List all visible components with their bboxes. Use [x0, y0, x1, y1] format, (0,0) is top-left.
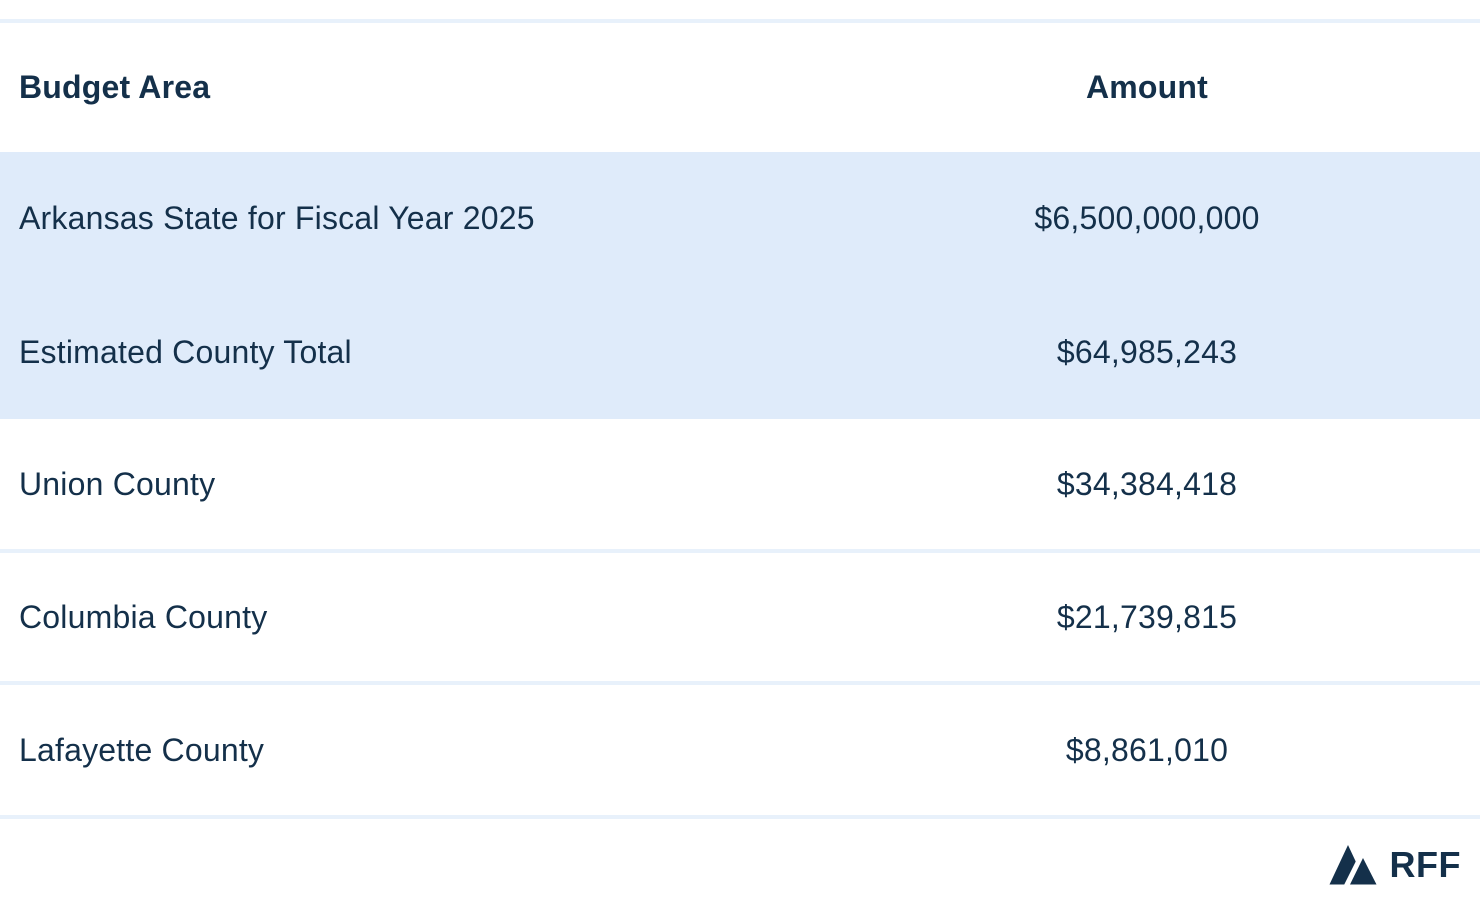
budget-area-cell: Estimated County Total: [19, 333, 352, 370]
table-row: Lafayette County $8,861,010: [0, 681, 1480, 815]
amount-cell: $8,861,010: [1065, 731, 1229, 768]
column-header-budget-area: Budget Area: [19, 69, 211, 105]
footer: RFF: [0, 815, 1480, 910]
column-header-amount: Amount: [1085, 69, 1209, 105]
amount-cell: $34,384,418: [1056, 465, 1238, 502]
table-row: Arkansas State for Fiscal Year 2025 $6,5…: [0, 152, 1480, 285]
budget-area-cell: Arkansas State for Fiscal Year 2025: [19, 200, 535, 236]
budget-area-cell: Union County: [19, 465, 216, 502]
table-row: Estimated County Total $64,985,243: [0, 285, 1480, 419]
table-header-row: Budget Area Amount: [0, 19, 1480, 152]
budget-area-cell: Lafayette County: [19, 731, 265, 768]
amount-cell: $64,985,243: [1056, 333, 1238, 370]
rff-logo[interactable]: RFF: [1329, 844, 1461, 886]
table-row: Columbia County $21,739,815: [0, 549, 1480, 681]
brand-text: RFF: [1389, 843, 1461, 885]
mountain-icon: [1329, 844, 1377, 886]
amount-cell: $21,739,815: [1056, 598, 1238, 635]
table-row: Union County $34,384,418: [0, 419, 1480, 549]
budget-area-cell: Columbia County: [19, 598, 268, 635]
amount-cell: $6,500,000,000: [1034, 200, 1260, 236]
